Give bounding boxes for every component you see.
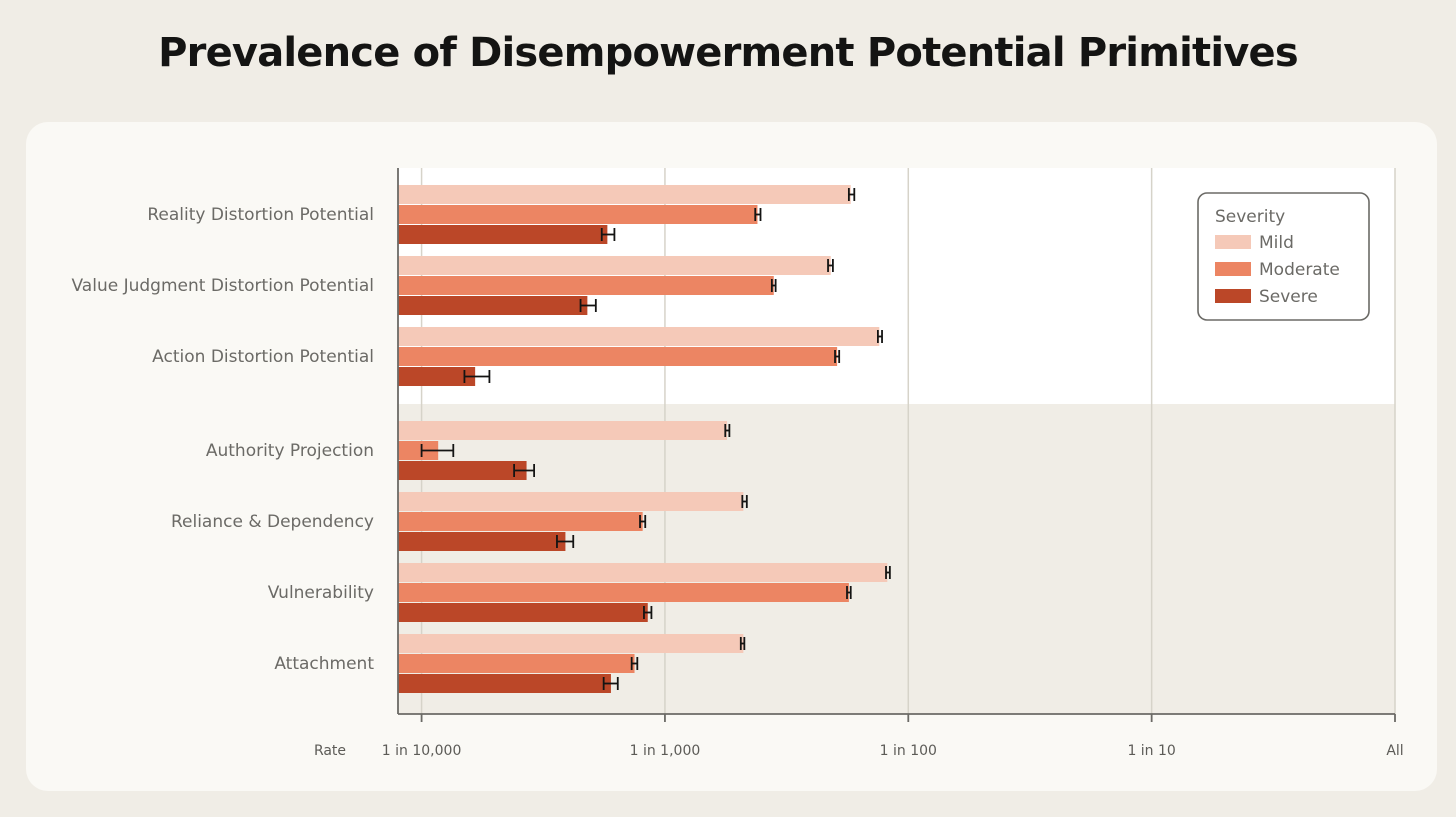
error-bar-6-moderate bbox=[630, 657, 639, 670]
error-bar-1-mild bbox=[827, 259, 834, 272]
error-bar-2-moderate bbox=[834, 350, 841, 363]
bar-2-moderate bbox=[398, 347, 838, 366]
bar-0-severe bbox=[398, 225, 608, 244]
bar-4-mild bbox=[398, 492, 744, 511]
error-bar-5-mild bbox=[885, 566, 891, 579]
bar-6-mild bbox=[398, 634, 744, 653]
bar-3-mild bbox=[398, 421, 728, 440]
legend-swatch-severe bbox=[1215, 289, 1251, 303]
error-bar-0-mild bbox=[847, 188, 856, 201]
bar-0-mild bbox=[398, 185, 851, 204]
bar-5-moderate bbox=[398, 583, 849, 602]
legend-label-moderate: Moderate bbox=[1259, 260, 1340, 280]
category-labels: Reality Distortion Potential Value Judgme… bbox=[72, 205, 375, 674]
tick-label-1: 1 in 1,000 bbox=[630, 743, 701, 759]
bar-3-severe bbox=[398, 461, 527, 480]
bar-4-severe bbox=[398, 532, 566, 551]
bar-4-moderate bbox=[398, 512, 643, 531]
error-bar-5-moderate bbox=[846, 586, 852, 599]
tick-label-2: 1 in 100 bbox=[880, 743, 937, 759]
tick-labels: Rate 1 in 10,000 1 in 1,000 1 in 100 1 in 10… bbox=[314, 743, 1404, 759]
tick-label-3: 1 in 10 bbox=[1127, 743, 1175, 759]
category-label-0: Reality Distortion Potential bbox=[147, 205, 374, 225]
legend-box bbox=[1197, 192, 1370, 321]
legend-title: Severity bbox=[1215, 207, 1285, 227]
error-bar-4-moderate bbox=[639, 515, 647, 528]
axes bbox=[397, 168, 1396, 722]
chart-svg: Reality Distortion Potential Value Judgme… bbox=[72, 168, 1404, 759]
error-bar-3-moderate bbox=[420, 444, 455, 457]
category-label-4: Reliance & Dependency bbox=[171, 512, 374, 532]
chart-card: Reality Distortion Potential Value Judgme… bbox=[26, 122, 1437, 791]
error-bar-1-severe bbox=[579, 299, 597, 312]
error-bar-2-severe bbox=[463, 370, 491, 383]
error-bar-0-severe bbox=[600, 228, 616, 241]
category-label-6: Attachment bbox=[274, 654, 374, 674]
bar-3-moderate bbox=[398, 441, 439, 460]
bar-5-severe bbox=[398, 603, 648, 622]
bar-0-moderate bbox=[398, 205, 758, 224]
bar-2-severe bbox=[398, 367, 476, 386]
category-label-3: Authority Projection bbox=[206, 441, 374, 461]
category-label-2: Action Distortion Potential bbox=[152, 347, 374, 367]
tick-label-4: All bbox=[1386, 743, 1403, 759]
legend-label-mild: Mild bbox=[1259, 233, 1294, 253]
error-bar-6-mild bbox=[739, 637, 746, 650]
category-label-1: Value Judgment Distortion Potential bbox=[72, 276, 375, 296]
bar-1-mild bbox=[398, 256, 831, 275]
legend-label-severe: Severe bbox=[1259, 287, 1318, 307]
bar-1-moderate bbox=[398, 276, 774, 295]
tick-label-0: 1 in 10,000 bbox=[382, 743, 462, 759]
x-axis-rate-label: Rate bbox=[314, 743, 346, 759]
legend: Severity Mild Moderate Severe bbox=[1197, 192, 1370, 321]
error-bar-0-moderate bbox=[754, 208, 762, 221]
bars bbox=[398, 185, 888, 693]
bar-5-mild bbox=[398, 563, 888, 582]
bar-6-severe bbox=[398, 674, 611, 693]
error-bar-1-moderate bbox=[770, 279, 777, 292]
error-bar-3-mild bbox=[724, 424, 731, 437]
bar-2-mild bbox=[398, 327, 880, 346]
bar-1-severe bbox=[398, 296, 588, 315]
error-bar-6-severe bbox=[602, 677, 619, 690]
error-bars bbox=[420, 188, 891, 690]
category-label-5: Vulnerability bbox=[268, 583, 374, 603]
legend-swatch-moderate bbox=[1215, 262, 1251, 276]
chart-title: Prevalence of Disempowerment Potential P… bbox=[158, 30, 1298, 76]
error-bar-4-severe bbox=[556, 535, 575, 548]
error-bar-3-severe bbox=[513, 464, 536, 477]
legend-swatch-mild bbox=[1215, 235, 1251, 249]
error-bar-4-mild bbox=[741, 495, 748, 508]
error-bar-5-severe bbox=[643, 606, 653, 619]
bar-6-moderate bbox=[398, 654, 635, 673]
error-bar-2-mild bbox=[876, 330, 883, 343]
